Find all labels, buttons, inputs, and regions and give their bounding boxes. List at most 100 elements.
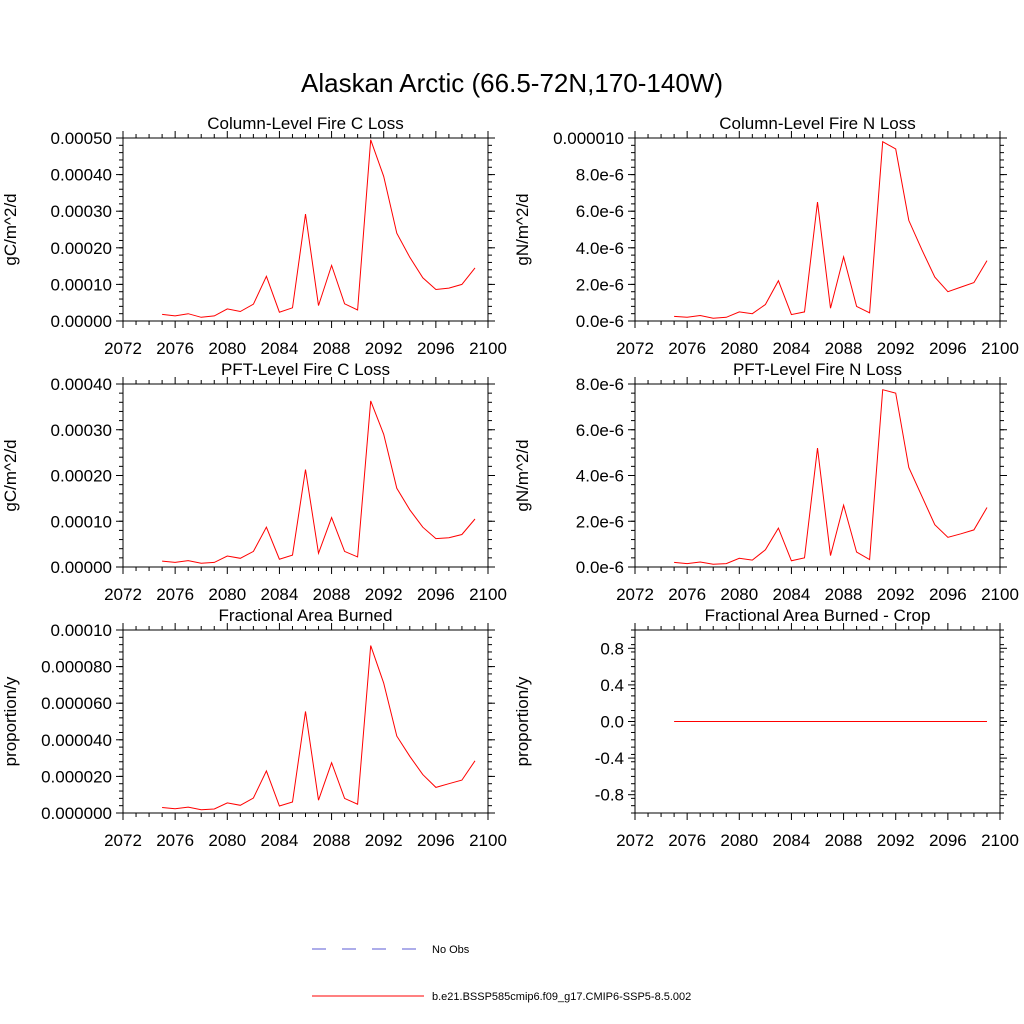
series-line-1: [162, 139, 476, 318]
x-tick-label: 2080: [720, 585, 758, 604]
plot-frame: [122, 383, 489, 568]
x-tick-label: 2076: [668, 831, 706, 850]
y-tick-label: 0.0e-6: [576, 558, 624, 577]
x-tick-label: 2096: [417, 585, 455, 604]
x-tick-label: 2100: [469, 585, 507, 604]
figure-title: Alaskan Arctic (66.5-72N,170-140W): [301, 68, 723, 98]
legend: No Obs b.e21.BSSP585cmip6.f09_g17.CMIP6-…: [312, 944, 691, 1003]
y-tick-label: 4.0e-6: [576, 467, 624, 486]
y-tick-label: 0.00010: [51, 512, 112, 531]
legend-item-obs: No Obs: [312, 944, 470, 956]
x-tick-label: 2092: [877, 585, 915, 604]
y-tick-label: 0.00000: [51, 312, 112, 331]
panel-title: Column-Level Fire C Loss: [207, 114, 404, 133]
plot-frame: [122, 137, 489, 322]
x-tick-label: 2100: [981, 339, 1019, 358]
x-tick-label: 2084: [773, 831, 811, 850]
y-tick-label: 0.00040: [51, 166, 112, 185]
x-tick-label: 2076: [156, 339, 194, 358]
x-tick-label: 2092: [877, 831, 915, 850]
x-tick-label: 2072: [616, 585, 654, 604]
y-tick-label: 0.000060: [41, 694, 112, 713]
plot-frame: [122, 629, 489, 814]
x-tick-label: 2076: [156, 831, 194, 850]
x-tick-label: 2072: [104, 831, 142, 850]
x-tick-label: 2080: [208, 585, 246, 604]
y-tick-label: -0.4: [595, 749, 624, 768]
y-tick-label: 0.00050: [51, 129, 112, 148]
x-tick-label: 2072: [616, 831, 654, 850]
panel-4: PFT-Level Fire N Loss gN/m^2/d 2072 2076 208…: [513, 360, 1019, 604]
x-tick-label: 2072: [104, 339, 142, 358]
panel-1: Column-Level Fire C Loss gC/m^2/d 2072 2076…: [1, 114, 507, 358]
series-line-1: [162, 400, 476, 564]
panel-5: Fractional Area Burned proportion/y 2072 20…: [1, 606, 507, 850]
y-tick-label: 0.00020: [51, 467, 112, 486]
plot-frame: [634, 383, 1001, 568]
x-tick-label: 2100: [469, 339, 507, 358]
x-tick-label: 2092: [365, 339, 403, 358]
y-axis-label: proportion/y: [513, 676, 532, 766]
y-tick-label: -0.8: [595, 786, 624, 805]
y-tick-label: 8.0e-6: [576, 375, 624, 394]
y-tick-label: 0.00000: [51, 558, 112, 577]
panel-title: Column-Level Fire N Loss: [719, 114, 916, 133]
y-tick-label: 0.8: [600, 639, 624, 658]
x-tick-label: 2096: [929, 339, 967, 358]
x-tick-label: 2076: [156, 585, 194, 604]
y-tick-label: 0.0: [600, 713, 624, 732]
y-tick-label: 0.00030: [51, 202, 112, 221]
panel-title: PFT-Level Fire N Loss: [733, 360, 902, 379]
x-tick-label: 2084: [261, 585, 299, 604]
x-tick-label: 2088: [825, 831, 863, 850]
series-line-1: [674, 140, 988, 319]
x-tick-label: 2092: [877, 339, 915, 358]
y-axis-label: proportion/y: [1, 676, 20, 766]
x-tick-label: 2080: [720, 339, 758, 358]
x-tick-label: 2084: [261, 339, 299, 358]
y-tick-label: 2.0e-6: [576, 275, 624, 294]
panel-3: PFT-Level Fire C Loss gC/m^2/d 2072 2076 208…: [1, 360, 507, 604]
y-axis-label: gC/m^2/d: [1, 439, 20, 511]
plot-frame: [634, 137, 1001, 322]
x-tick-label: 2096: [417, 339, 455, 358]
x-tick-label: 2076: [668, 585, 706, 604]
panel-title: Fractional Area Burned: [219, 606, 393, 625]
x-tick-label: 2088: [825, 585, 863, 604]
y-tick-label: 0.4: [600, 676, 624, 695]
series-line-1: [162, 645, 476, 811]
x-tick-label: 2092: [365, 831, 403, 850]
series-line-1: [674, 389, 988, 565]
x-tick-label: 2096: [417, 831, 455, 850]
x-tick-label: 2088: [313, 339, 351, 358]
x-tick-label: 2096: [929, 585, 967, 604]
y-tick-label: 0.0e-6: [576, 312, 624, 331]
x-tick-label: 2088: [313, 585, 351, 604]
panel-2: Column-Level Fire N Loss gN/m^2/d 2072 2076…: [513, 114, 1019, 358]
x-tick-label: 2100: [469, 831, 507, 850]
y-tick-label: 0.000000: [41, 804, 112, 823]
panel-title: PFT-Level Fire C Loss: [221, 360, 390, 379]
x-tick-label: 2080: [208, 339, 246, 358]
x-tick-label: 2100: [981, 585, 1019, 604]
y-axis-label: gN/m^2/d: [513, 439, 532, 511]
x-tick-label: 2076: [668, 339, 706, 358]
y-tick-label: 0.00010: [51, 275, 112, 294]
y-tick-label: 0.00040: [51, 375, 112, 394]
legend-label-model: b.e21.BSSP585cmip6.f09_g17.CMIP6-SSP5-8.…: [432, 991, 691, 1003]
y-tick-label: 0.00030: [51, 421, 112, 440]
y-tick-label: 8.0e-6: [576, 166, 624, 185]
y-axis-label: gN/m^2/d: [513, 193, 532, 265]
x-tick-label: 2080: [720, 831, 758, 850]
panel-title: Fractional Area Burned - Crop: [705, 606, 931, 625]
legend-label-obs: No Obs: [432, 944, 470, 956]
y-tick-label: 0.000040: [41, 731, 112, 750]
x-tick-label: 2096: [929, 831, 967, 850]
y-tick-label: 0.00020: [51, 239, 112, 258]
y-tick-label: 2.0e-6: [576, 512, 624, 531]
x-tick-label: 2100: [981, 831, 1019, 850]
y-tick-label: 0.000020: [41, 767, 112, 786]
x-tick-label: 2080: [208, 831, 246, 850]
y-tick-label: 6.0e-6: [576, 421, 624, 440]
